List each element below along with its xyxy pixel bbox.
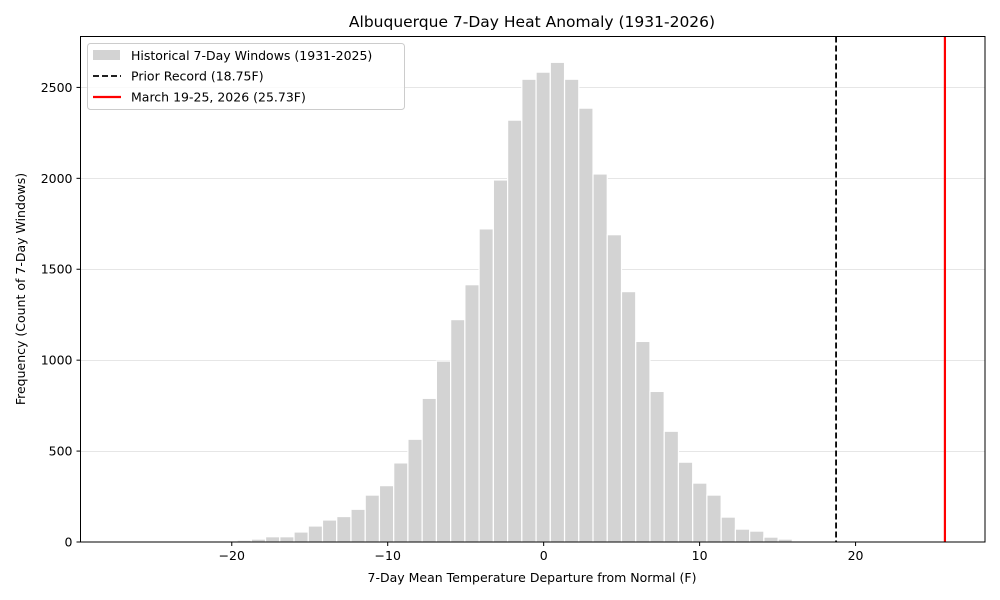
histogram-bar [563,78,580,543]
legend-label-march-2026: March 19-25, 2026 (25.73F) [131,90,306,105]
histogram-bar [620,291,637,543]
x-tick-label: −10 [375,548,401,563]
histogram-bar [378,485,395,543]
y-tick-label: 0 [65,535,73,550]
histogram-bar [350,508,366,543]
histogram-bar [763,536,779,543]
legend-label-historical: Historical 7-Day Windows (1931-2025) [131,48,372,63]
histogram-bar [293,531,309,543]
histogram-bar [749,530,765,543]
x-tick-label: 20 [848,548,864,563]
histogram-bar [464,284,480,543]
y-axis-ticks: 0 500 1000 1500 2000 2500 [41,80,81,550]
plot-frame [80,36,986,543]
legend: Historical 7-Day Windows (1931-2025) Pri… [87,43,405,110]
histogram-bar [649,390,665,543]
histogram-bar [321,519,338,543]
histogram-bar [521,78,537,543]
histogram-bar [549,61,566,543]
y-tick-label: 1000 [41,353,73,368]
histogram-bar [592,173,608,543]
histogram-bar [435,360,452,543]
y-tick-label: 500 [49,444,73,459]
reference-lines [835,36,947,542]
x-tick-label: −20 [219,548,245,563]
histogram-bar [720,516,737,543]
histogram-bar [663,430,680,543]
histogram-bar [578,107,594,543]
y-axis-label: Frequency (Count of 7-Day Windows) [13,173,28,405]
x-axis-label: 7-Day Mean Temperature Departure from No… [368,570,697,585]
legend-patch-historical [93,50,120,60]
x-axis-ticks: −20 −10 0 10 20 [219,542,864,563]
histogram-bar [393,462,409,543]
histogram-bar [336,515,352,543]
y-tick-label: 1500 [41,262,73,277]
legend-box [87,43,405,110]
y-tick-label: 2500 [41,80,73,95]
x-tick-label: 0 [540,548,548,563]
histogram-bar [606,234,623,543]
histogram-bar [279,536,295,543]
histogram-bar [407,438,423,543]
y-tick-label: 2000 [41,171,73,186]
x-tick-label: 10 [692,548,708,563]
legend-label-prior-record: Prior Record (18.75F) [131,69,264,84]
histogram-bar [492,179,509,543]
histogram-bar [706,494,722,543]
histogram-bar [677,461,694,543]
histogram-bar [307,525,324,543]
histogram-bar [364,494,381,543]
histogram-bar [635,340,651,543]
histogram-bar [264,536,281,543]
histogram-bars [236,61,822,543]
histogram-bar [450,319,466,543]
chart-title: Albuquerque 7-Day Heat Anomaly (1931-202… [349,13,715,31]
histogram-bar [535,71,551,543]
histogram-bar [692,482,708,543]
histogram-bar [506,119,523,543]
histogram-bar [478,228,494,543]
histogram-bar [734,528,751,543]
histogram-bar [421,397,438,543]
